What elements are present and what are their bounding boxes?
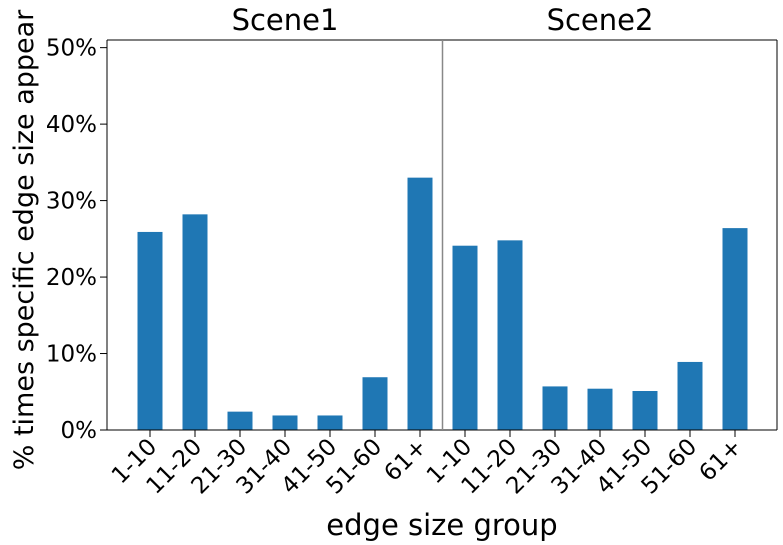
bar-scene2-21-30	[542, 386, 568, 430]
bar-scene1-51-60	[362, 377, 388, 430]
x-tick-label: 61+	[380, 434, 433, 487]
y-tick-label: 0%	[61, 418, 98, 444]
bar-scene2-61+	[722, 228, 748, 430]
y-tick-label: 30%	[46, 189, 97, 215]
y-axis-label: % times specific edge size appear	[9, 9, 40, 470]
x-axis-label: edge size group	[326, 508, 557, 542]
y-tick-label: 20%	[46, 265, 97, 291]
panel-title-scene2: Scene2	[547, 3, 654, 37]
bar-scene1-1-10	[137, 231, 163, 430]
bar-scene1-21-30	[227, 411, 253, 430]
bar-scene2-1-10	[452, 245, 478, 430]
bar-scene2-11-20	[497, 240, 523, 430]
bar-scene1-41-50	[317, 415, 343, 430]
bar-scene2-31-40	[587, 388, 613, 430]
bar-scene1-61+	[407, 177, 433, 430]
y-tick-label: 50%	[46, 36, 97, 62]
x-tick-label: 61+	[695, 434, 748, 487]
bar-scene2-51-60	[677, 361, 703, 430]
y-tick-label: 10%	[46, 342, 97, 368]
bar-scene1-31-40	[272, 415, 298, 430]
panel-title-scene1: Scene1	[232, 3, 339, 37]
bar-scene2-41-50	[632, 391, 658, 430]
bar-scene1-11-20	[182, 214, 208, 430]
y-tick-label: 40%	[46, 112, 97, 138]
